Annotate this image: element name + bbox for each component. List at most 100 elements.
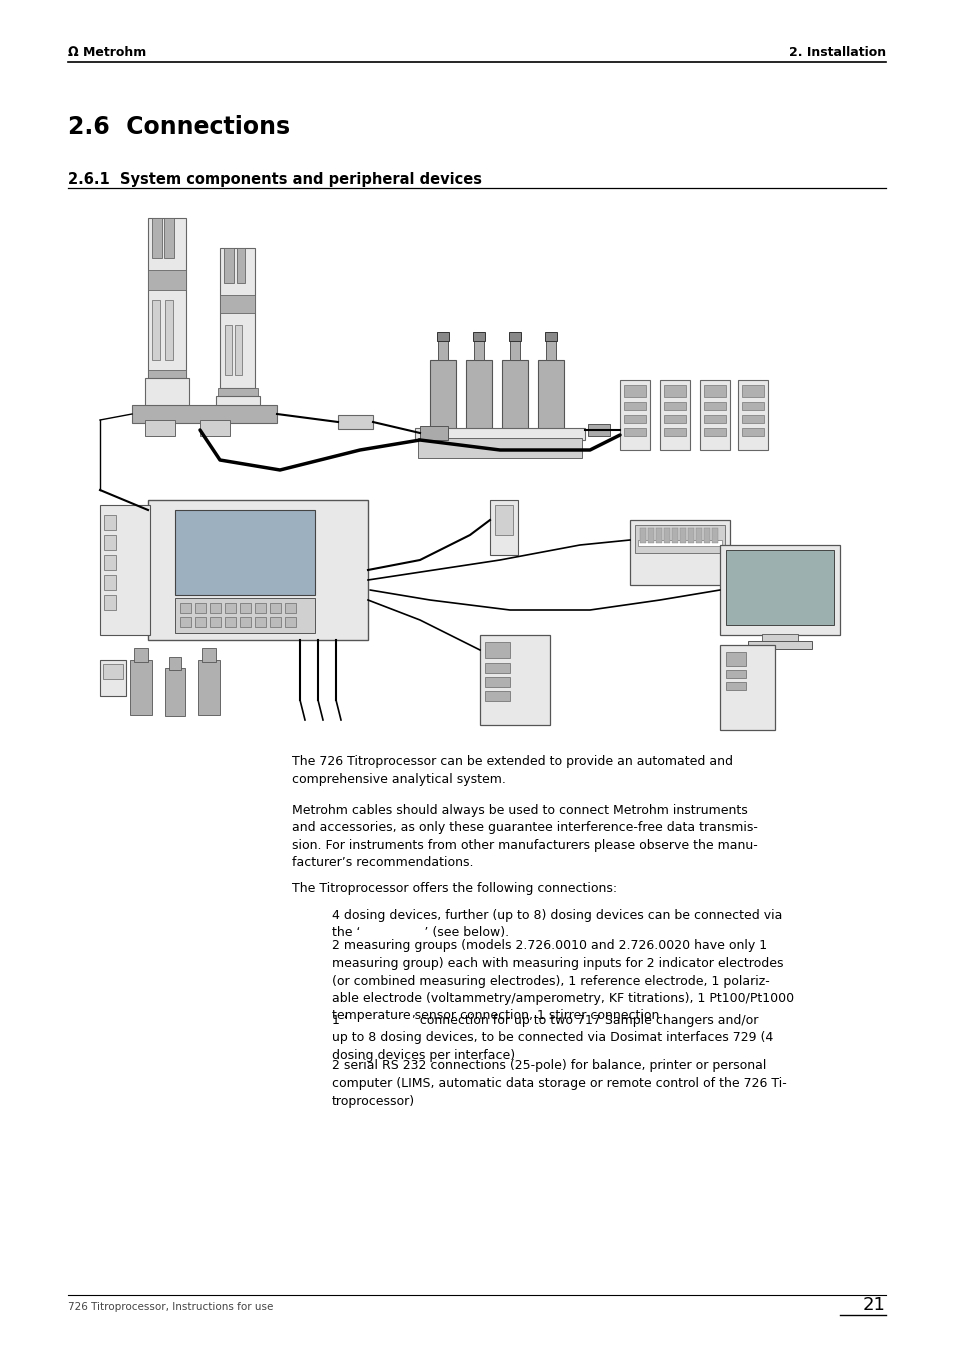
Bar <box>544 332 557 340</box>
Bar <box>510 340 519 359</box>
Bar <box>240 603 251 613</box>
Bar <box>270 617 281 627</box>
Bar <box>638 540 721 546</box>
Bar <box>104 555 116 570</box>
Bar <box>703 528 709 543</box>
Bar <box>484 642 510 658</box>
Bar <box>436 332 449 340</box>
Bar <box>200 420 230 436</box>
Bar <box>711 528 718 543</box>
Bar <box>479 635 550 725</box>
Text: Metrohm cables should always be used to connect Metrohm instruments
and accessor: Metrohm cables should always be used to … <box>292 804 757 870</box>
Bar <box>220 295 254 313</box>
Bar <box>545 340 556 359</box>
Bar <box>495 505 513 535</box>
Bar <box>174 509 314 594</box>
Bar <box>741 428 763 436</box>
Bar <box>741 415 763 423</box>
Bar <box>224 249 233 282</box>
Bar <box>663 385 685 397</box>
Bar <box>180 603 191 613</box>
Bar <box>234 326 242 376</box>
Text: 2 measuring groups (models 2.726.0010 and 2.726.0020 have only 1
measuring group: 2 measuring groups (models 2.726.0010 an… <box>332 939 793 1023</box>
Bar <box>629 520 729 585</box>
Bar <box>104 576 116 590</box>
Text: The Titroprocessor offers the following connections:: The Titroprocessor offers the following … <box>292 882 617 894</box>
Bar <box>104 594 116 611</box>
Bar <box>700 380 729 450</box>
Bar <box>647 528 654 543</box>
Bar <box>623 403 645 409</box>
Bar <box>270 603 281 613</box>
Bar <box>537 359 563 430</box>
Bar <box>225 326 232 376</box>
Bar <box>236 249 245 282</box>
Bar <box>619 380 649 450</box>
Bar <box>725 653 745 666</box>
Bar <box>132 405 276 423</box>
Bar <box>174 598 314 634</box>
Bar <box>741 403 763 409</box>
Bar <box>210 617 221 627</box>
Bar <box>104 515 116 530</box>
Bar <box>215 396 260 417</box>
Bar <box>103 663 123 680</box>
Bar <box>696 528 701 543</box>
Bar <box>738 380 767 450</box>
Bar <box>635 526 724 553</box>
Text: The 726 Titroprocessor can be extended to provide an automated and
comprehensive: The 726 Titroprocessor can be extended t… <box>292 755 732 785</box>
Bar <box>703 415 725 423</box>
Bar <box>639 528 645 543</box>
Bar <box>484 663 510 673</box>
Bar <box>741 385 763 397</box>
Bar <box>687 528 693 543</box>
Bar <box>165 667 185 716</box>
Bar <box>100 505 150 635</box>
Bar <box>220 249 254 388</box>
Bar <box>473 332 484 340</box>
Bar <box>720 644 774 730</box>
Bar <box>218 388 257 399</box>
Bar <box>490 500 517 555</box>
Bar <box>240 617 251 627</box>
Bar <box>148 270 186 290</box>
Bar <box>474 340 483 359</box>
Bar <box>148 370 186 380</box>
Bar <box>465 359 492 430</box>
Bar <box>663 415 685 423</box>
Bar <box>501 359 527 430</box>
Bar <box>225 617 235 627</box>
Bar <box>210 603 221 613</box>
Text: 4 dosing devices, further (up to 8) dosing devices can be connected via
the ‘   : 4 dosing devices, further (up to 8) dosi… <box>332 908 781 939</box>
Text: 2 serial RS 232 connections (25-pole) for balance, printer or personal
computer : 2 serial RS 232 connections (25-pole) fo… <box>332 1059 786 1108</box>
Bar <box>663 428 685 436</box>
Bar <box>165 300 172 359</box>
Bar <box>285 603 295 613</box>
Bar <box>133 648 148 662</box>
Bar <box>104 535 116 550</box>
Bar <box>417 438 581 458</box>
Bar <box>254 603 266 613</box>
Bar <box>419 426 448 440</box>
Bar <box>623 385 645 397</box>
Bar <box>180 617 191 627</box>
Bar <box>145 378 189 408</box>
Bar <box>484 677 510 688</box>
Bar <box>725 682 745 690</box>
Bar <box>148 500 368 640</box>
Bar <box>663 403 685 409</box>
Bar <box>659 380 689 450</box>
Bar <box>671 528 678 543</box>
Bar <box>484 690 510 701</box>
Bar <box>703 385 725 397</box>
Text: 2.6  Connections: 2.6 Connections <box>68 115 290 139</box>
Bar <box>720 544 840 635</box>
Bar <box>100 661 126 696</box>
Bar <box>152 300 160 359</box>
Bar <box>761 634 797 642</box>
Bar <box>194 617 206 627</box>
Bar <box>587 424 609 436</box>
Bar <box>703 428 725 436</box>
Bar <box>703 403 725 409</box>
Bar <box>194 603 206 613</box>
